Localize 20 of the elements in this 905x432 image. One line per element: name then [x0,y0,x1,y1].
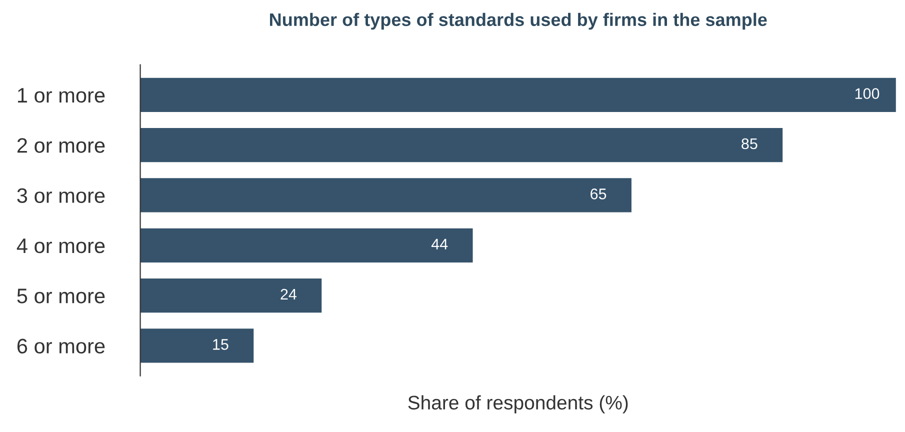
y-tick-label: 5 or more [17,288,105,304]
bar [140,78,896,112]
bar [140,128,783,162]
chart-title: Number of types of standards used by firms in the sample [270,12,767,30]
y-tick-label: 2 or more [17,138,105,153]
x-axis-title: Share of respondents (%) [408,395,628,414]
bar [140,278,322,313]
data-label: 24 [280,288,297,300]
y-tick-label: 4 or more [16,238,105,254]
bar [140,228,473,262]
y-tick-label: 1 or more [18,88,105,103]
y-tick-label: 3 or more [17,188,105,203]
data-label: 85 [742,138,758,150]
data-label: 44 [431,238,448,250]
data-label: 65 [590,188,606,200]
data-label: 15 [213,339,228,350]
y-tick-label: 6 or more [17,338,105,354]
bar [140,328,254,363]
data-label: 100 [855,88,880,99]
bar [140,178,632,212]
